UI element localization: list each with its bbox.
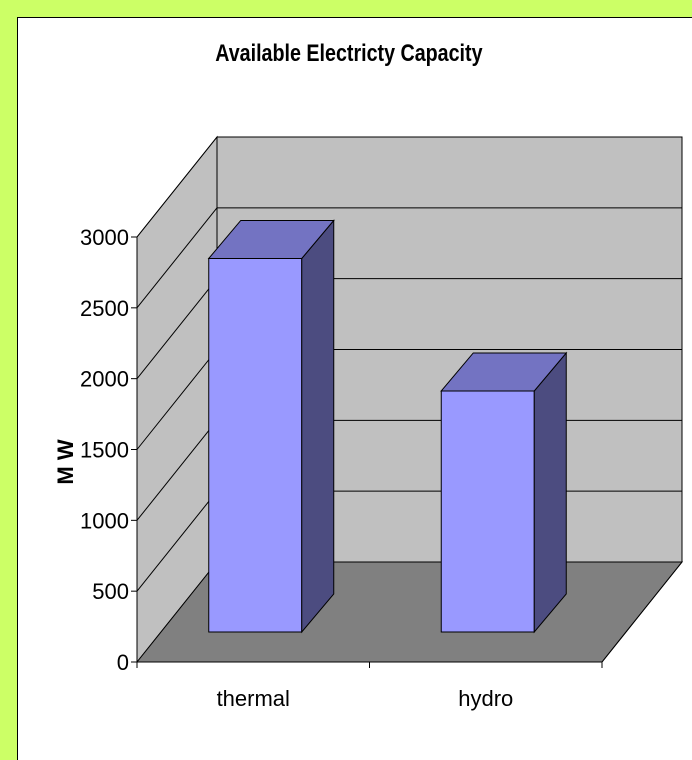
y-tick-label: 1500 bbox=[80, 438, 129, 463]
y-tick-label: 3000 bbox=[80, 225, 129, 250]
gridline-diagonal bbox=[136, 136, 218, 238]
gridline-diagonal bbox=[136, 420, 218, 521]
y-tick-label: 1000 bbox=[80, 508, 129, 533]
floor-edge bbox=[601, 561, 683, 663]
bar-thermal bbox=[208, 257, 303, 633]
y-tick-label: 0 bbox=[117, 650, 129, 675]
gridline-diagonal bbox=[136, 207, 218, 309]
y-tick-label: 500 bbox=[92, 579, 129, 604]
x-tick-label-hydro: hydro bbox=[458, 686, 513, 711]
bar-side-hydro bbox=[533, 351, 567, 634]
y-axis-label: M W bbox=[53, 439, 78, 484]
x-tick-label-thermal: thermal bbox=[217, 686, 290, 711]
y-tick-label: 2500 bbox=[80, 296, 129, 321]
gridline-diagonal bbox=[136, 278, 218, 379]
bar-top-hydro bbox=[440, 352, 568, 392]
bar-top-thermal bbox=[207, 219, 335, 259]
bar-side-thermal bbox=[301, 219, 335, 634]
gridline-diagonal bbox=[136, 349, 218, 450]
y-tick-label: 2000 bbox=[80, 367, 129, 392]
gridline-diagonal bbox=[136, 490, 218, 592]
chart-title: Available Electricty Capacity bbox=[215, 40, 483, 67]
bar-hydro bbox=[440, 390, 535, 633]
